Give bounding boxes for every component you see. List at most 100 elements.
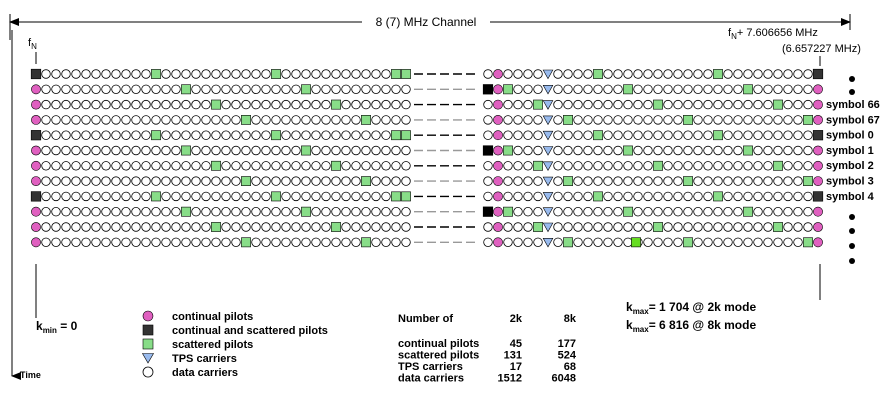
data-carrier-marker	[553, 161, 563, 171]
data-carrier-marker	[281, 161, 291, 171]
data-carrier-marker	[201, 99, 211, 110]
data-carrier-marker	[753, 115, 763, 125]
data-carrier-marker	[371, 145, 381, 156]
data-carrier-marker	[513, 69, 523, 79]
data-carrier-marker	[613, 99, 623, 110]
legend-label: TPS carriers	[172, 353, 237, 365]
scattered-pilot-marker	[211, 99, 221, 110]
data-carrier-marker	[81, 191, 91, 202]
data-carrier-marker	[673, 191, 683, 202]
data-carrier-marker	[623, 237, 633, 248]
data-carrier-marker	[553, 222, 563, 232]
data-carrier-marker	[41, 176, 51, 186]
data-carrier-marker	[553, 69, 563, 79]
data-carrier-marker	[523, 161, 533, 171]
data-carrier-marker	[663, 145, 673, 156]
svg-text:fN+ 7.606656 MHz: fN+ 7.606656 MHz	[728, 27, 818, 41]
data-carrier-marker	[763, 176, 773, 186]
data-carrier-marker	[41, 191, 51, 202]
data-carrier-marker	[291, 191, 301, 202]
continual-pilot-marker	[493, 69, 503, 79]
data-carrier-marker	[783, 145, 793, 156]
data-carrier-marker	[613, 222, 623, 232]
data-carrier-marker	[583, 99, 593, 110]
count-row-label: TPS carriers	[398, 361, 463, 373]
data-carrier-marker	[161, 84, 171, 95]
data-carrier-marker	[513, 206, 523, 217]
data-carrier-marker	[713, 84, 723, 95]
data-carrier-marker	[703, 115, 713, 125]
data-carrier-marker	[683, 191, 693, 202]
data-carrier-marker	[563, 191, 573, 202]
data-carrier-marker	[271, 145, 281, 156]
data-carrier-marker	[623, 176, 633, 186]
scattered-pilot-marker	[533, 99, 543, 110]
data-carrier-marker	[803, 130, 813, 140]
data-carrier-marker	[773, 191, 783, 202]
data-carrier-marker	[503, 237, 513, 248]
data-carrier-marker	[663, 161, 673, 171]
data-carrier-marker	[371, 191, 381, 202]
data-carrier-marker	[111, 222, 121, 232]
data-carrier-marker	[101, 237, 111, 248]
data-carrier-marker	[563, 99, 573, 110]
data-carrier-marker	[41, 206, 51, 217]
scattered-pilot-marker	[151, 191, 161, 202]
data-carrier-marker	[41, 161, 51, 171]
data-carrier-marker	[111, 161, 121, 171]
data-carrier-marker	[71, 115, 81, 125]
data-carrier-marker	[673, 69, 683, 79]
data-carrier-marker	[593, 206, 603, 217]
data-carrier-marker	[723, 206, 733, 217]
data-carrier-marker	[593, 222, 603, 232]
data-carrier-marker	[693, 84, 703, 95]
data-carrier-marker	[91, 222, 101, 232]
data-carrier-marker	[321, 237, 331, 248]
continual-pilot-marker	[493, 222, 503, 232]
data-carrier-marker	[171, 176, 181, 186]
data-carrier-marker	[71, 145, 81, 156]
data-carrier-marker	[623, 130, 633, 140]
data-carrier-marker	[281, 99, 291, 110]
data-carrier-marker	[221, 191, 231, 202]
data-carrier-marker	[331, 206, 341, 217]
data-carrier-marker	[331, 191, 341, 202]
data-carrier-marker	[743, 191, 753, 202]
data-carrier-marker	[261, 145, 271, 156]
fn-plus-value: + 7.606656 MHz	[737, 27, 818, 39]
fn-plus-alt: (6.657227 MHz)	[782, 43, 861, 55]
data-carrier-marker	[341, 237, 351, 248]
svg-text:fN: fN	[28, 37, 37, 51]
data-carrier-marker	[71, 206, 81, 217]
data-carrier-marker	[723, 237, 733, 248]
data-carrier-marker	[643, 191, 653, 202]
data-carrier-marker	[281, 222, 291, 232]
data-carrier-marker	[683, 161, 693, 171]
symbol-label: symbol 4	[826, 191, 875, 203]
data-carrier-marker	[793, 237, 803, 248]
data-carrier-marker	[181, 99, 191, 110]
data-carrier-marker	[41, 145, 51, 156]
data-carrier-marker	[633, 176, 643, 186]
data-carrier-marker	[573, 161, 583, 171]
data-carrier-marker	[171, 206, 181, 217]
data-carrier-marker	[231, 99, 241, 110]
data-carrier-marker	[381, 84, 391, 95]
data-carrier-marker	[401, 161, 411, 171]
data-carrier-marker	[623, 69, 633, 79]
data-carrier-marker	[573, 84, 583, 95]
data-carrier-marker	[51, 115, 61, 125]
data-carrier-marker	[483, 115, 493, 125]
data-carrier-marker	[161, 99, 171, 110]
data-carrier-marker	[613, 84, 623, 95]
data-carrier-marker	[483, 99, 493, 110]
tps-carrier-marker	[542, 85, 554, 95]
data-carrier-marker	[191, 161, 201, 171]
data-carrier-marker	[311, 222, 321, 232]
data-carrier-marker	[583, 222, 593, 232]
data-carrier-marker	[151, 115, 161, 125]
data-carrier-marker	[361, 84, 371, 95]
data-carrier-marker	[583, 115, 593, 125]
data-carrier-marker	[743, 237, 753, 248]
data-carrier-marker	[281, 237, 291, 248]
